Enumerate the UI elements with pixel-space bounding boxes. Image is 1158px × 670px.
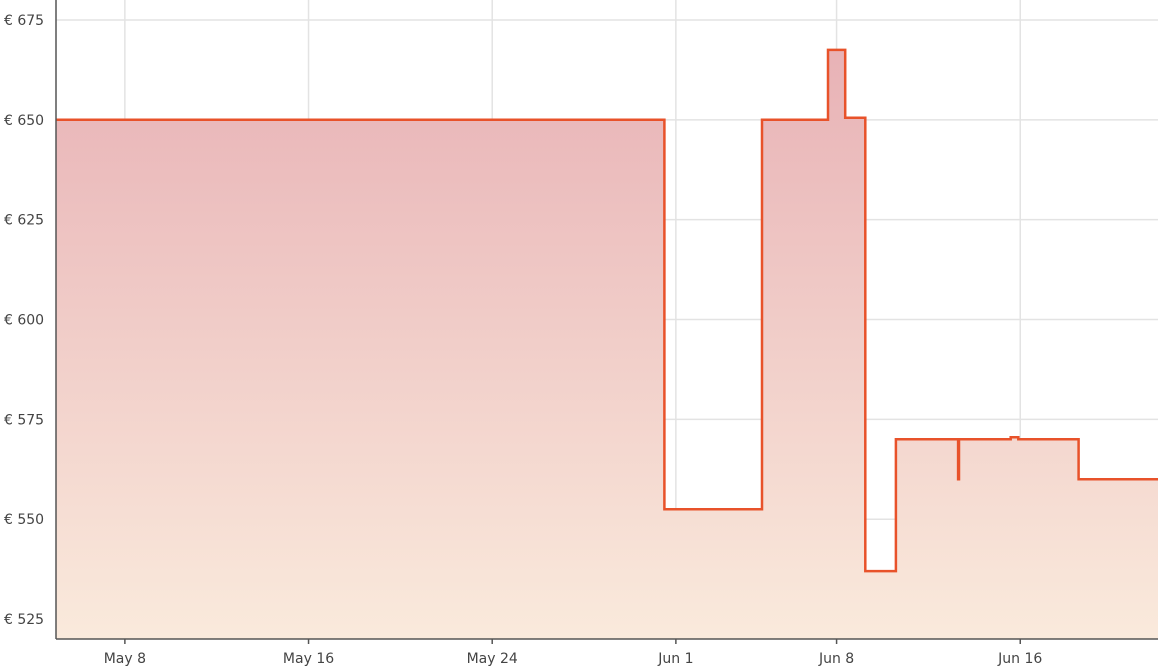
- x-tick-label: Jun 16: [997, 651, 1042, 667]
- x-tick-label: Jun 1: [657, 651, 693, 667]
- x-tick-label: May 16: [283, 651, 334, 667]
- x-tick-label: May 24: [467, 651, 518, 667]
- price-area: [56, 48, 1158, 639]
- y-tick-label: € 675: [4, 13, 44, 29]
- y-tick-label: € 550: [4, 512, 44, 528]
- y-axis-ticks: € 525 € 550 € 575 € 600 € 625 € 650 € 675: [4, 13, 44, 628]
- x-axis-ticks: May 8 May 16 May 24 Jun 1 Jun 8 Jun 16: [104, 651, 1043, 667]
- price-line: [56, 48, 1158, 573]
- y-tick-label: € 650: [4, 113, 44, 129]
- axes: [55, 0, 1158, 644]
- y-tick-label: € 600: [4, 313, 44, 329]
- y-tick-label: € 625: [4, 213, 44, 229]
- x-tick-label: May 8: [104, 651, 146, 667]
- y-tick-label: € 525: [4, 612, 44, 628]
- x-tick-label: Jun 8: [818, 651, 854, 667]
- y-tick-label: € 575: [4, 412, 44, 428]
- price-area-fill: [56, 49, 1158, 639]
